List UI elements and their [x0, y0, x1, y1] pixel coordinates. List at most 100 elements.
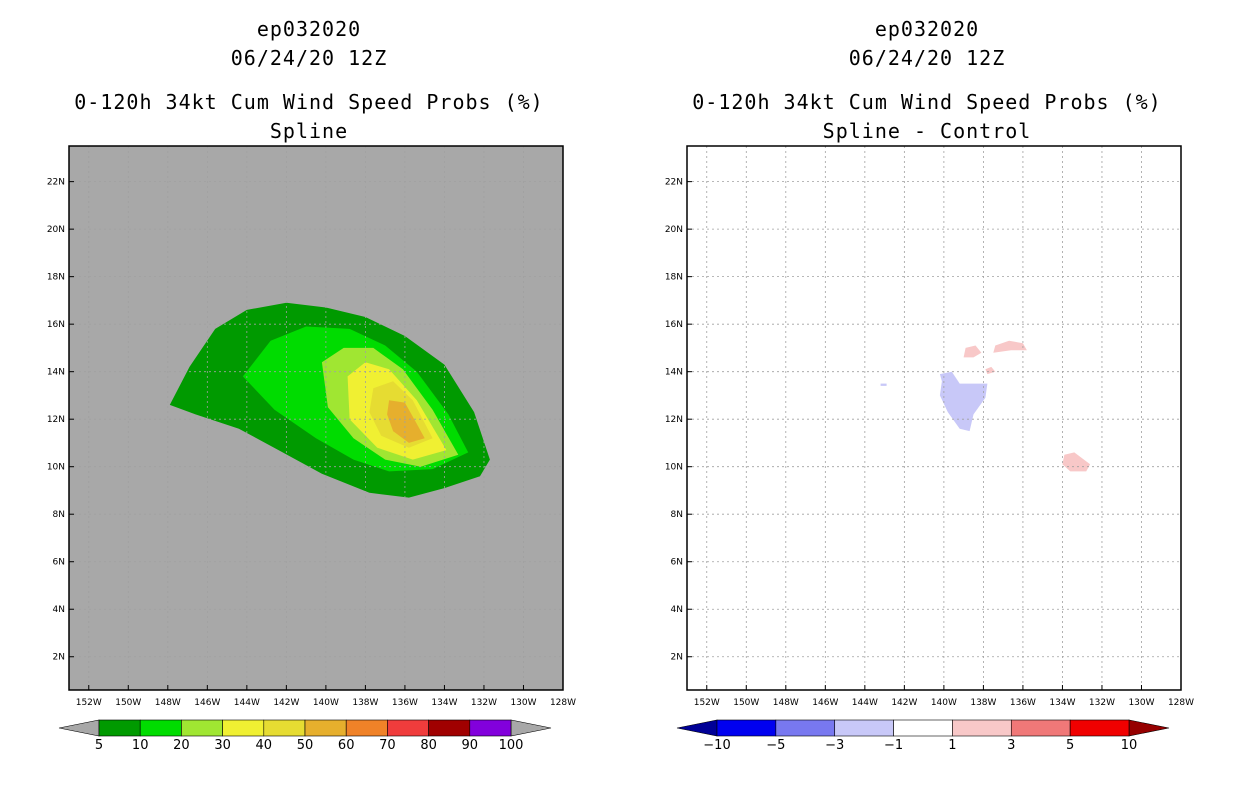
- y-tick-label: 4N: [53, 605, 65, 615]
- y-tick-label: 18N: [665, 273, 683, 283]
- colorbar-label: 90: [462, 738, 479, 753]
- x-tick-label: 150W: [733, 698, 759, 708]
- colorbar-extend-high: [510, 719, 552, 737]
- x-tick-label: 132W: [471, 698, 497, 708]
- colorbar-swatch: [181, 719, 223, 737]
- contour-level-1: [985, 366, 996, 375]
- colorbar-label: −10: [703, 738, 730, 753]
- y-tick-label: 22N: [665, 178, 683, 188]
- x-tick-label: 130W: [1128, 698, 1154, 708]
- colorbar-swatch: [263, 719, 306, 737]
- y-tick-label: 6N: [671, 558, 683, 568]
- x-tick-label: 140W: [313, 698, 339, 708]
- x-tick-label: 148W: [773, 698, 799, 708]
- panel-spline-minus-control: ep032020 06/24/20 12Z 0-120h 34kt Cum Wi…: [618, 0, 1236, 800]
- y-tick-label: 8N: [53, 510, 65, 520]
- contour-level-1: [993, 340, 1027, 353]
- y-tick-label: 22N: [47, 178, 65, 188]
- colorbar-label: 30: [214, 738, 231, 753]
- colorbar-swatch: [428, 719, 471, 737]
- colorbar-label: 50: [297, 738, 314, 753]
- contour-level-neg1: [939, 371, 988, 432]
- colorbar-extend-low: [676, 719, 718, 737]
- colorbar-label: 40: [256, 738, 273, 753]
- colorbar-label: 1: [948, 738, 956, 753]
- x-tick-label: 130W: [510, 698, 536, 708]
- colorbar-swatch: [222, 719, 265, 737]
- colorbar-label: 60: [338, 738, 355, 753]
- x-tick-label: 128W: [1168, 698, 1194, 708]
- x-tick-label: 148W: [155, 698, 181, 708]
- y-tick-label: 8N: [671, 510, 683, 520]
- colorbar-swatch: [387, 719, 429, 737]
- chart-difference: 152W 150W 148W 146W 144W 142W 140W 138W 136W 134W…: [665, 145, 1194, 753]
- x-tick-label: 146W: [812, 698, 838, 708]
- chart-title: 0-120h 34kt Cum Wind Speed Probs (%): [74, 90, 544, 114]
- x-tick-label: 144W: [852, 698, 878, 708]
- y-tick-label: 6N: [53, 558, 65, 568]
- colorbar-label: 70: [379, 738, 396, 753]
- chart-title: 0-120h 34kt Cum Wind Speed Probs (%): [692, 90, 1162, 114]
- colorbar-swatch: [834, 719, 894, 737]
- y-tick-label: 10N: [47, 463, 65, 473]
- colorbar-swatch: [469, 719, 512, 737]
- colorbar-label: 10: [132, 738, 149, 753]
- x-tick-label: 128W: [550, 698, 576, 708]
- contour-level-50: [387, 400, 425, 443]
- y-tick-label: 16N: [47, 320, 65, 330]
- colorbar-swatch: [98, 719, 141, 737]
- y-tick-label: 18N: [47, 273, 65, 283]
- colorbar-label: 80: [420, 738, 437, 753]
- x-tick-label: 134W: [431, 698, 457, 708]
- colorbar-swatch: [139, 719, 182, 737]
- plot-frame: [686, 145, 1182, 691]
- colorbar-label: 10: [1121, 738, 1138, 753]
- colorbar-swatch: [1069, 719, 1130, 737]
- y-tick-label: 16N: [665, 320, 683, 330]
- date-title: 06/24/20 12Z: [230, 46, 388, 70]
- y-tick-label: 12N: [47, 415, 65, 425]
- colorbar-swatch: [952, 719, 1012, 737]
- x-tick-label: 146W: [194, 698, 220, 708]
- colorbar-extend-high: [1128, 719, 1170, 737]
- colorbar-label: 5: [1066, 738, 1074, 753]
- chart-subtitle: Spline: [269, 119, 349, 143]
- x-tick-label: 138W: [352, 698, 378, 708]
- x-tick-label: 136W: [1010, 698, 1036, 708]
- colorbar-swatch: [304, 719, 347, 737]
- x-tick-label: 138W: [970, 698, 996, 708]
- colorbar-label: 5: [95, 738, 103, 753]
- chart-spline: 152W 150W 148W 146W 144W 142W 140W 138W 136W 134W…: [47, 145, 576, 753]
- plot-background: [687, 146, 1181, 690]
- y-tick-label: 20N: [665, 225, 683, 235]
- y-tick-label: 2N: [671, 653, 683, 663]
- colorbar-swatch: [775, 719, 836, 737]
- colorbar-label: −1: [884, 738, 903, 753]
- x-tick-label: 132W: [1089, 698, 1115, 708]
- plot-frame: [68, 145, 564, 691]
- colorbar-label: −3: [825, 738, 844, 753]
- storm-id-title: ep032020: [874, 17, 980, 41]
- colorbar-swatch: [893, 719, 953, 737]
- y-tick-label: 14N: [665, 368, 683, 378]
- colorbar-swatch: [345, 719, 388, 737]
- x-tick-label: 142W: [273, 698, 299, 708]
- chart-subtitle: Spline - Control: [822, 119, 1032, 143]
- x-tick-label: 152W: [694, 698, 720, 708]
- y-tick-label: 10N: [665, 463, 683, 473]
- colorbar-extend-low: [58, 719, 100, 737]
- colorbar-label: 100: [499, 738, 524, 753]
- x-tick-label: 152W: [76, 698, 102, 708]
- y-tick-label: 12N: [665, 415, 683, 425]
- contour-level-neg1: [880, 383, 887, 386]
- colorbar-swatch: [1010, 719, 1071, 737]
- colorbar-swatch: [716, 719, 777, 737]
- x-tick-label: 136W: [392, 698, 418, 708]
- y-tick-label: 14N: [47, 368, 65, 378]
- contour-level-1: [963, 345, 982, 358]
- x-tick-label: 144W: [234, 698, 260, 708]
- x-tick-label: 150W: [115, 698, 141, 708]
- date-title: 06/24/20 12Z: [848, 46, 1006, 70]
- x-tick-label: 140W: [931, 698, 957, 708]
- colorbar-label: −5: [766, 738, 785, 753]
